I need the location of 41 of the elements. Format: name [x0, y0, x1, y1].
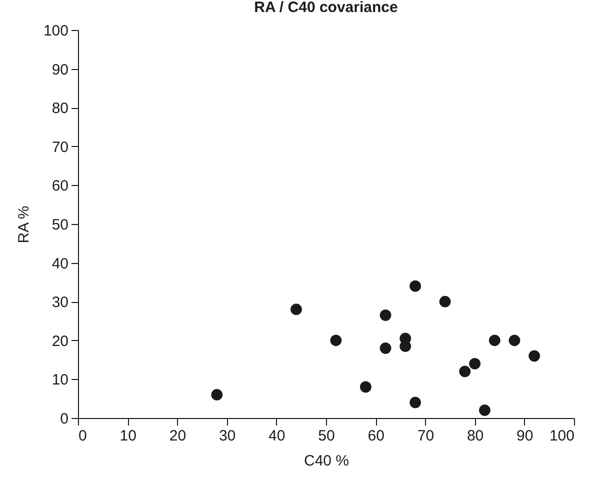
point: [508, 334, 520, 346]
point: [360, 381, 372, 393]
y-tick-label: 40: [52, 255, 68, 272]
y-tick-label: 60: [52, 178, 68, 195]
x-tick-label: 100: [549, 428, 574, 444]
y-axis-title: RA %: [15, 206, 32, 244]
x-tick-label: 20: [169, 428, 186, 444]
x-tick-label: 70: [417, 428, 434, 444]
x-tick-label: 40: [268, 428, 286, 444]
point: [439, 296, 451, 308]
x-tick-label: 60: [368, 428, 384, 444]
x-tick-label: 80: [466, 428, 484, 444]
point: [400, 340, 412, 352]
x-tick-label: 0: [78, 428, 87, 444]
x-tick-label: 30: [218, 428, 236, 444]
x-axis-title: C40 %: [304, 452, 350, 470]
y-tick-label: 100: [43, 22, 68, 40]
chart-title: RA / C40 covariance: [254, 0, 398, 16]
point: [290, 304, 302, 316]
y-tick-label: 50: [52, 216, 68, 234]
point: [459, 366, 471, 378]
y-tick-label: 90: [52, 61, 68, 78]
point: [410, 280, 421, 292]
point: [410, 396, 421, 408]
x-tick-label: 50: [318, 428, 335, 444]
y-tick-label: 10: [52, 372, 68, 389]
point: [380, 309, 392, 321]
point: [528, 350, 540, 362]
y-tick-label: 70: [52, 138, 68, 156]
x-tick-label: 90: [516, 428, 534, 444]
y-tick-label: 80: [52, 100, 68, 118]
point: [211, 389, 223, 400]
y-tick-label: 20: [52, 332, 68, 350]
point: [380, 342, 392, 354]
point: [488, 334, 500, 346]
point: [330, 334, 342, 346]
point: [479, 404, 490, 416]
x-tick-label: 10: [120, 428, 136, 444]
y-tick-label: 30: [52, 294, 68, 312]
point: [469, 358, 480, 370]
y-tick-label: 0: [60, 410, 68, 428]
